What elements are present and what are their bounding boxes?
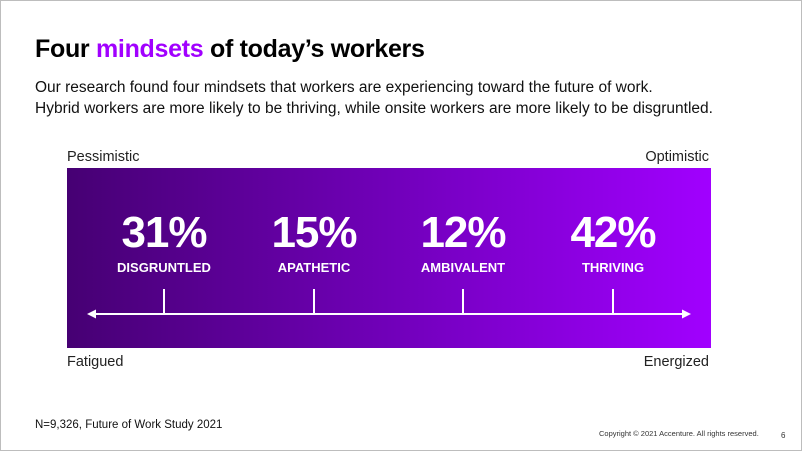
title-text-post: of today’s workers — [203, 35, 425, 63]
mindset-ambivalent: 12% AMBIVALENT — [393, 208, 533, 276]
scale-label-fatigued: Fatigued — [67, 354, 124, 370]
title-accent-word: mindsets — [96, 35, 204, 63]
axis-tick — [612, 289, 614, 313]
copyright-notice: Copyright © 2021 Accenture. All rights r… — [599, 429, 759, 438]
mindset-label: APATHETIC — [277, 260, 351, 275]
mindset-label: AMBIVALENT — [420, 260, 506, 275]
scale-label-pessimistic: Pessimistic — [67, 149, 140, 165]
arrow-right-icon — [682, 309, 691, 319]
mindset-percent: 12% — [420, 208, 506, 257]
double-arrow-axis — [87, 309, 691, 319]
mindset-thriving: 42% THRIVING — [543, 208, 683, 276]
slide-title: Four mindsets of today’s workers — [35, 35, 425, 64]
subtitle-line-1: Our research found four mindsets that wo… — [35, 79, 653, 96]
scale-label-optimistic: Optimistic — [645, 149, 709, 165]
mindset-spectrum-band: 31% DISGRUNTLED 15% APATHETIC 12% AMBIVA… — [67, 168, 711, 348]
slide-subtitle: Our research found four mindsets that wo… — [35, 77, 775, 119]
mindset-percent: 42% — [570, 208, 656, 257]
title-text-pre: Four — [35, 35, 96, 63]
source-footnote: N=9,326, Future of Work Study 2021 — [35, 419, 223, 431]
arrow-left-icon — [87, 309, 96, 319]
mindset-percent: 31% — [121, 208, 207, 257]
scale-label-energized: Energized — [643, 354, 709, 370]
mindset-label: DISGRUNTLED — [117, 260, 211, 275]
mindset-label: THRIVING — [581, 260, 645, 275]
mindset-disgruntled: 31% DISGRUNTLED — [94, 208, 234, 276]
mindset-apathetic: 15% APATHETIC — [244, 208, 384, 276]
axis-tick — [163, 289, 165, 313]
axis-tick — [462, 289, 464, 313]
subtitle-line-2: Hybrid workers are more likely to be thr… — [35, 100, 713, 117]
page-number: 6 — [781, 431, 786, 440]
mindset-percent: 15% — [271, 208, 357, 257]
axis-tick — [313, 289, 315, 313]
